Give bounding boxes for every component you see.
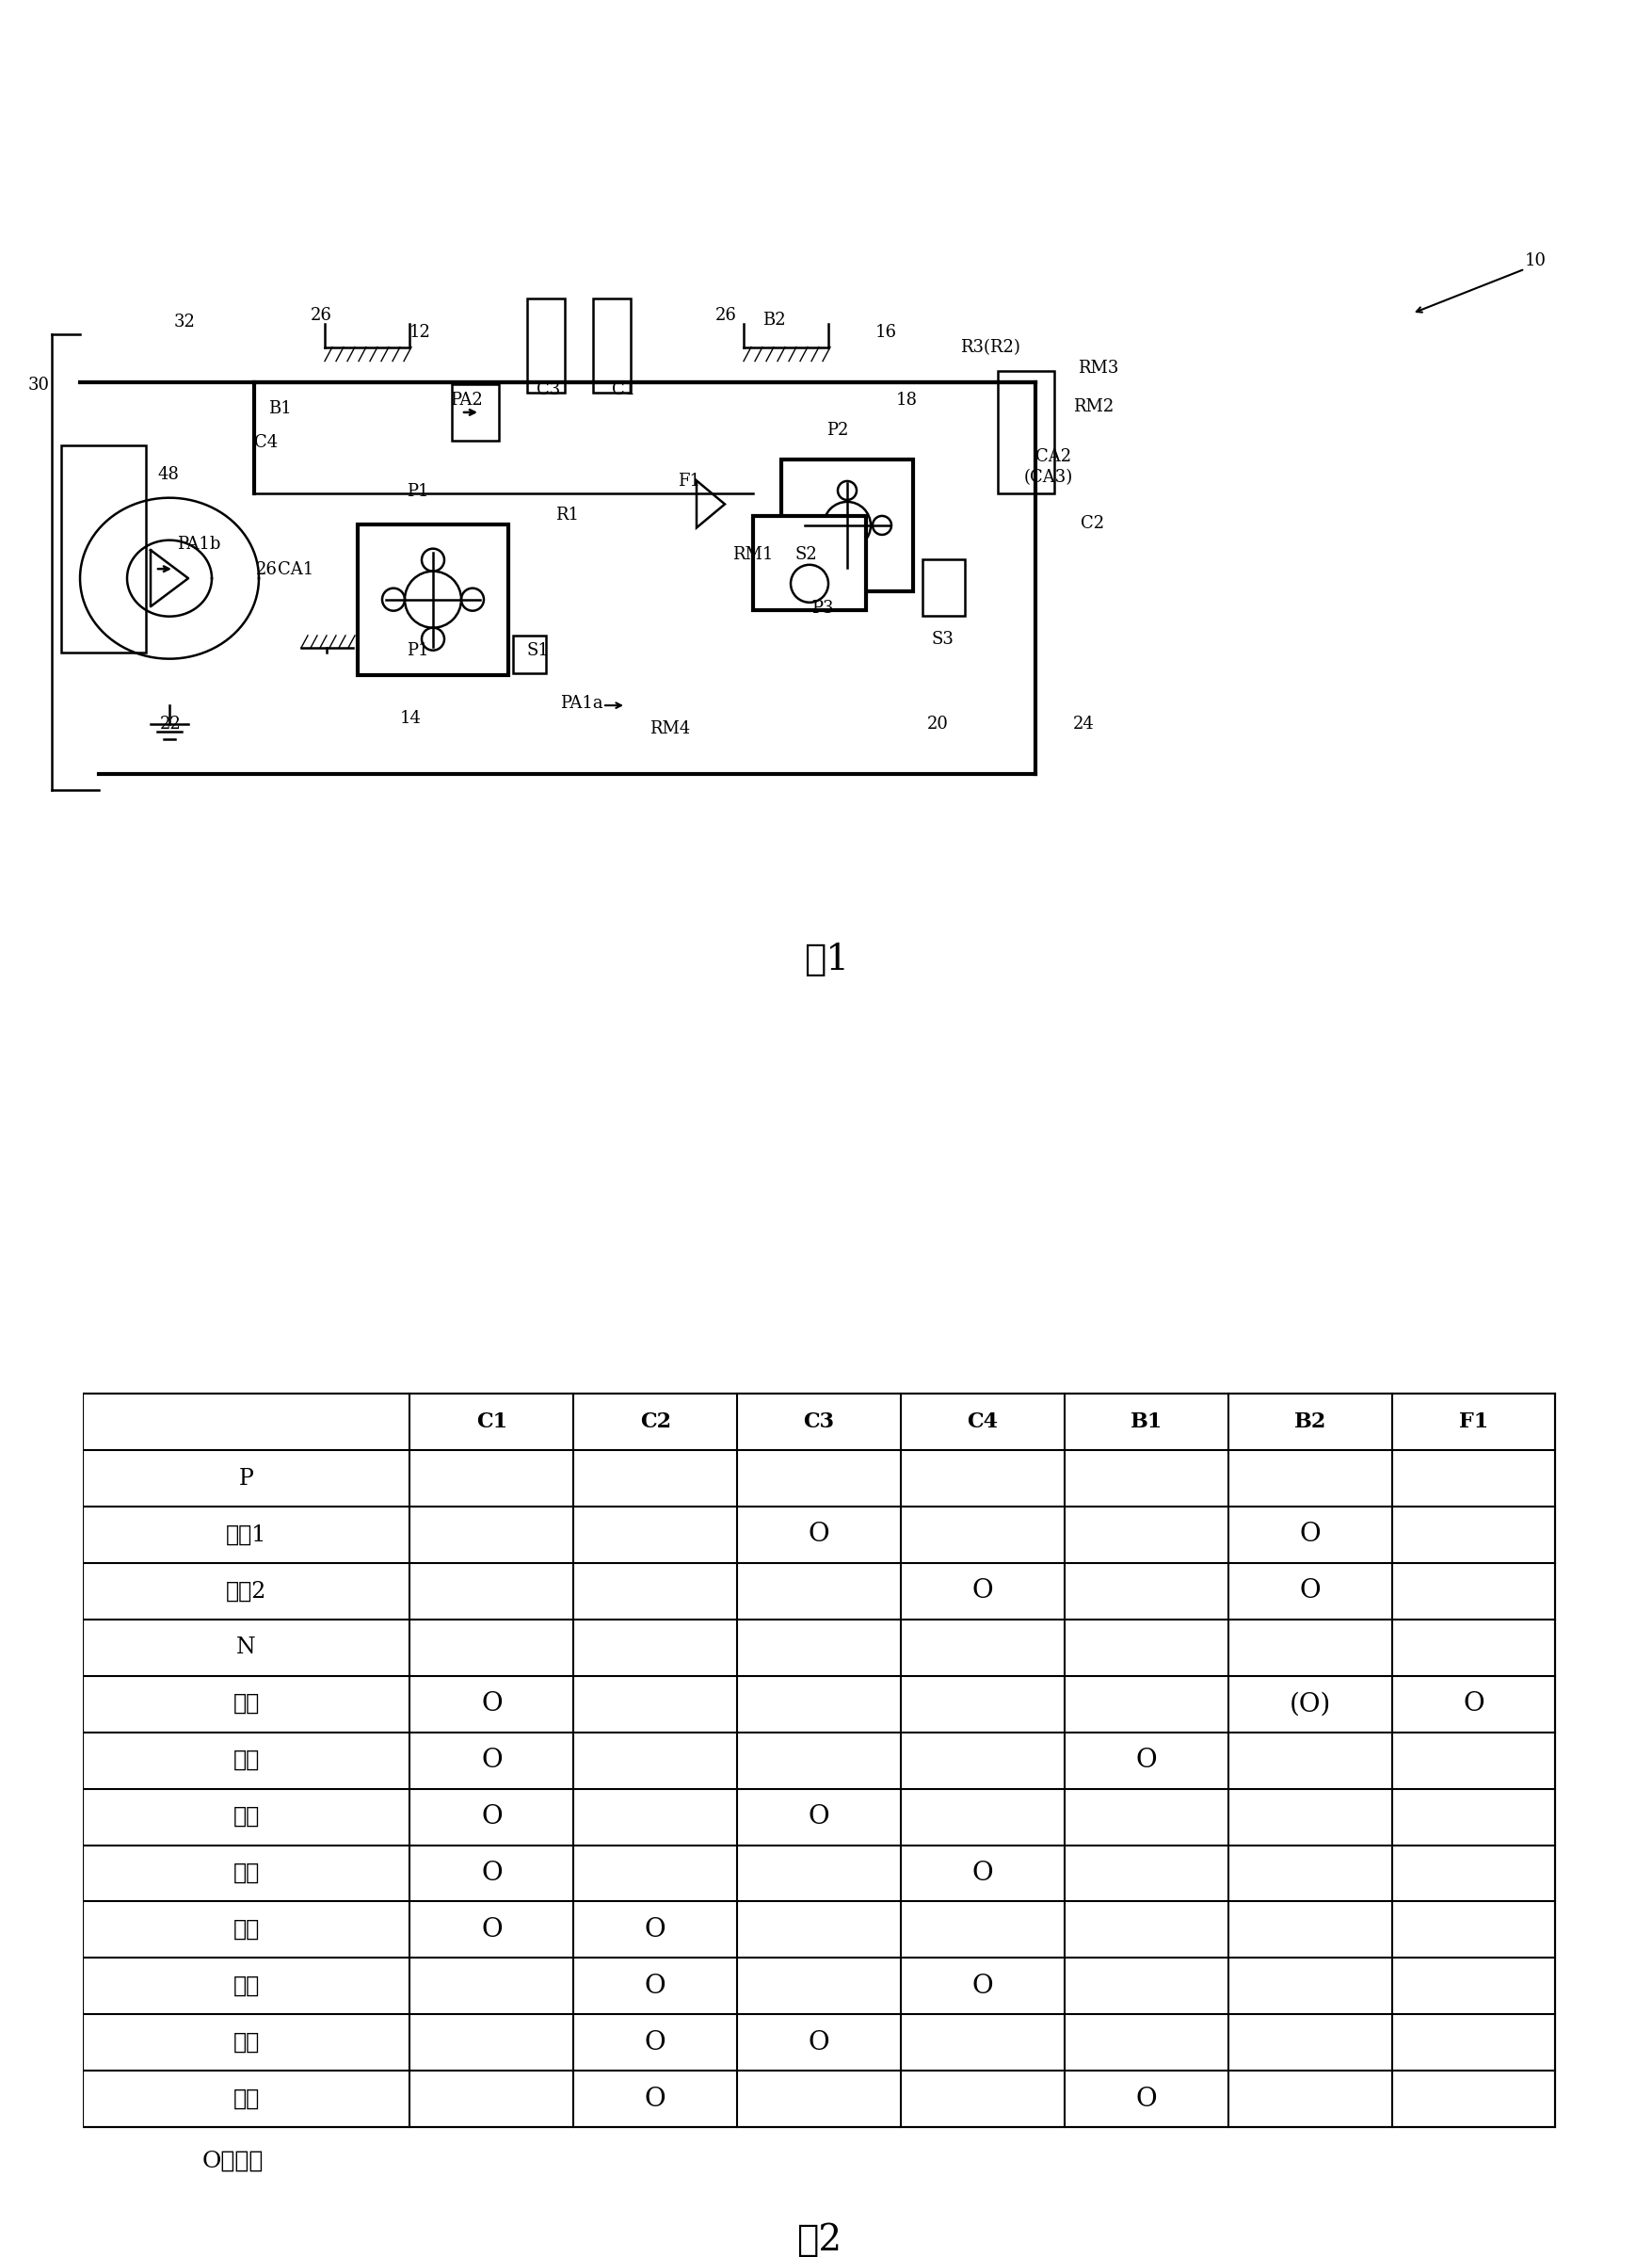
Text: P1: P1 xyxy=(406,641,428,659)
Text: 14: 14 xyxy=(400,709,421,727)
Text: O: O xyxy=(808,1803,829,1830)
Text: B2: B2 xyxy=(762,311,785,327)
Text: 反向2: 反向2 xyxy=(226,1580,266,1602)
Text: R1: R1 xyxy=(555,506,578,524)
Text: O: O xyxy=(1135,1747,1156,1774)
Text: 32: 32 xyxy=(173,314,195,330)
Text: B1: B1 xyxy=(1130,1411,1161,1433)
Bar xyxy=(922,560,965,616)
Text: 图2: 图2 xyxy=(796,2223,841,2257)
Text: 第五: 第五 xyxy=(233,1918,259,1941)
Text: B1: B1 xyxy=(268,399,291,418)
Text: 第二: 第二 xyxy=(233,1749,259,1772)
Text: O: O xyxy=(481,1860,502,1887)
Bar xyxy=(61,445,145,652)
Text: O: O xyxy=(971,1973,993,2000)
Text: C2: C2 xyxy=(639,1411,671,1433)
Text: 反向1: 反向1 xyxy=(226,1523,266,1546)
Text: C3: C3 xyxy=(803,1411,834,1433)
Text: O：接合: O：接合 xyxy=(202,2151,263,2171)
Text: N: N xyxy=(236,1636,256,1659)
Text: P2: P2 xyxy=(826,422,847,438)
Text: O: O xyxy=(1298,1578,1320,1605)
Text: 第三: 第三 xyxy=(233,1806,259,1828)
Text: O: O xyxy=(1462,1690,1483,1718)
Text: O: O xyxy=(971,1860,993,1887)
Text: CA1: CA1 xyxy=(278,562,314,578)
Bar xyxy=(753,517,866,609)
Text: C3: C3 xyxy=(537,381,560,397)
Text: 图1: 图1 xyxy=(803,941,849,977)
Bar xyxy=(527,298,565,393)
Text: B2: B2 xyxy=(1294,1411,1325,1433)
Bar xyxy=(593,298,631,393)
Text: RM3: RM3 xyxy=(1077,361,1118,377)
Text: 20: 20 xyxy=(927,715,948,734)
Text: 26: 26 xyxy=(715,307,737,325)
Text: C2: C2 xyxy=(1080,515,1104,533)
Text: RM1: RM1 xyxy=(732,546,773,564)
Text: 第八: 第八 xyxy=(233,2088,259,2110)
Text: O: O xyxy=(481,1747,502,1774)
Text: (O): (O) xyxy=(1289,1690,1330,1718)
Text: 30: 30 xyxy=(28,377,50,395)
Text: 第七: 第七 xyxy=(233,2031,259,2054)
Text: 26: 26 xyxy=(256,562,278,578)
Text: O: O xyxy=(971,1578,993,1605)
Text: CA2: CA2 xyxy=(1034,447,1070,465)
Text: (CA3): (CA3) xyxy=(1024,469,1072,485)
Text: O: O xyxy=(1135,2085,1156,2113)
Text: O: O xyxy=(481,1803,502,1830)
Text: O: O xyxy=(808,1521,829,1548)
Bar xyxy=(357,524,509,675)
Text: 第一: 第一 xyxy=(233,1693,259,1715)
Text: RM2: RM2 xyxy=(1072,397,1113,415)
Text: 22: 22 xyxy=(160,715,182,734)
Text: P: P xyxy=(238,1467,254,1490)
Text: C4: C4 xyxy=(966,1411,998,1433)
Text: RM4: RM4 xyxy=(649,720,691,738)
Bar xyxy=(83,1393,1555,2126)
Text: R3(R2): R3(R2) xyxy=(960,339,1019,357)
Text: S1: S1 xyxy=(527,641,550,659)
Text: P3: P3 xyxy=(811,600,833,616)
Text: P1: P1 xyxy=(406,483,428,499)
Text: 48: 48 xyxy=(159,465,180,483)
Bar xyxy=(781,460,912,591)
Text: 18: 18 xyxy=(895,393,917,409)
Text: PA2: PA2 xyxy=(449,393,482,409)
Text: PA1b: PA1b xyxy=(177,535,220,553)
Text: 第四: 第四 xyxy=(233,1862,259,1885)
Text: 16: 16 xyxy=(876,325,897,341)
Text: O: O xyxy=(808,2029,829,2056)
Text: S3: S3 xyxy=(932,632,953,648)
Text: 10: 10 xyxy=(1525,253,1546,269)
Text: O: O xyxy=(481,1690,502,1718)
Text: O: O xyxy=(644,2029,666,2056)
Bar xyxy=(451,384,499,440)
Text: O: O xyxy=(481,1916,502,1943)
Text: C1: C1 xyxy=(611,381,636,397)
Text: O: O xyxy=(644,1973,666,2000)
Text: O: O xyxy=(1298,1521,1320,1548)
Text: C1: C1 xyxy=(476,1411,507,1433)
Text: O: O xyxy=(644,2085,666,2113)
Text: F1: F1 xyxy=(677,472,700,490)
Text: F1: F1 xyxy=(1459,1411,1487,1433)
Bar xyxy=(512,636,545,673)
Text: S2: S2 xyxy=(795,546,818,564)
Text: C4: C4 xyxy=(254,433,278,451)
Text: 24: 24 xyxy=(1072,715,1094,734)
Text: 12: 12 xyxy=(410,325,431,341)
Text: 26: 26 xyxy=(311,307,332,325)
Text: 第六: 第六 xyxy=(233,1975,259,1997)
Text: PA1a: PA1a xyxy=(560,695,603,711)
Bar xyxy=(998,370,1054,494)
Text: O: O xyxy=(644,1916,666,1943)
